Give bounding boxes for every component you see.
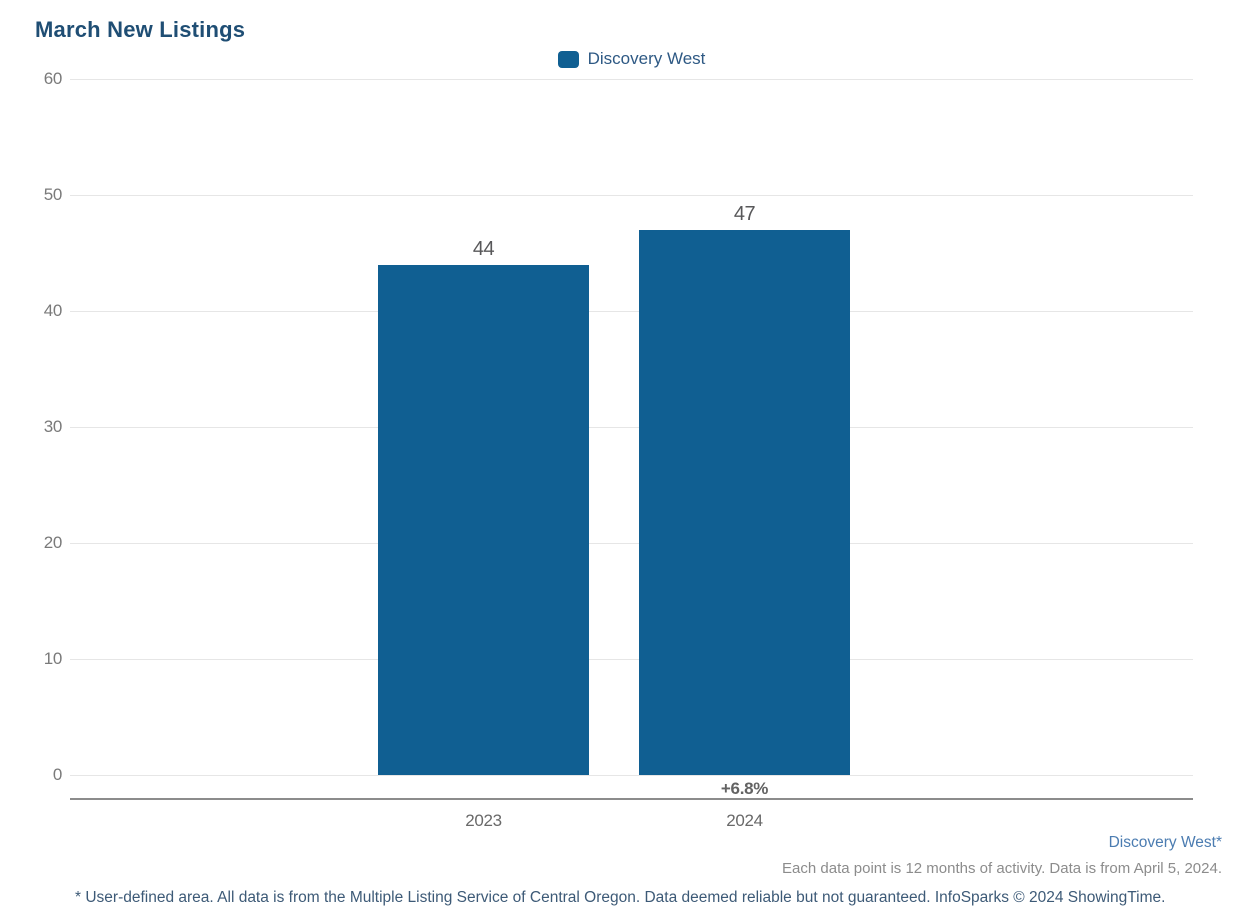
bar-value-label-2023: 44 [472,237,495,260]
y-axis-tick-label: 10 [43,649,63,668]
legend-swatch-icon [557,50,579,68]
legend-label: Discovery West [587,49,706,68]
gridline-y-20 [70,542,1193,544]
y-axis-tick-label: 50 [43,185,63,204]
gridline-y-0 [70,774,1193,776]
change-percent-label-2024: +6.8% [720,779,769,798]
x-axis-tick-label-2024: 2024 [726,811,763,830]
gridline-y-50 [70,194,1193,196]
y-axis-tick-label: 20 [43,533,63,552]
x-axis-line [70,798,1193,800]
footnote-data-note: Each data point is 12 months of activity… [782,860,1222,877]
gridline-y-10 [70,658,1193,660]
y-axis-tick-label: 0 [52,765,62,784]
x-axis-tick-label-2023: 2023 [465,811,502,830]
bar-value-label-2024: 47 [733,202,756,225]
y-axis-tick-label: 60 [43,69,63,88]
bar-2024[interactable] [639,229,850,775]
legend: Discovery West [70,49,1193,69]
bar-2023[interactable] [378,264,589,775]
chart-title: March New Listings [35,17,246,42]
y-axis-tick-label: 30 [43,417,63,436]
gridline-y-60 [70,78,1193,80]
plot-area: 44 47 [70,78,1193,776]
footnote-area-label: Discovery West* [1108,834,1222,851]
gridline-y-30 [70,426,1193,428]
legend-item-discovery-west[interactable]: Discovery West [557,49,706,69]
footnote-disclaimer: * User-defined area. All data is from th… [75,889,1166,906]
y-axis-tick-label: 40 [43,301,63,320]
gridline-y-40 [70,310,1193,312]
